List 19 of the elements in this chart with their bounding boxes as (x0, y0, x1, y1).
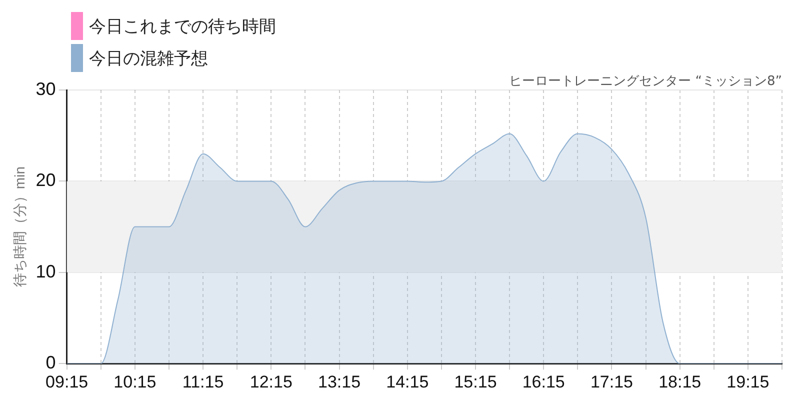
y-axis-title: 待ち時間（分）min (11, 166, 28, 288)
x-tick-label: 09:15 (46, 372, 88, 392)
x-tick-label: 19:15 (726, 372, 770, 392)
x-tick-label: 18:15 (658, 372, 702, 392)
y-tick-label: 30 (36, 78, 56, 99)
y-tick-label: 10 (36, 261, 56, 282)
legend-label: 今日の混雑予想 (88, 48, 208, 70)
x-tick-label: 16:15 (522, 372, 565, 392)
legend-label: 今日これまでの待ち時間 (88, 16, 276, 38)
chart-subtitle: ヒーロートレーニングセンター “ミッション8” (509, 74, 782, 89)
x-tick-label: 13:15 (318, 372, 361, 392)
x-tick-label: 12:15 (250, 372, 292, 392)
x-tick-label: 11:15 (182, 372, 224, 392)
y-tick-label: 0 (46, 352, 56, 373)
x-tick-label: 10:15 (114, 372, 156, 392)
x-tick-label: 14:15 (386, 372, 429, 392)
x-tick-label: 15:15 (454, 372, 497, 392)
y-tick-label: 20 (36, 170, 56, 190)
x-tick-label: 17:15 (590, 372, 633, 392)
